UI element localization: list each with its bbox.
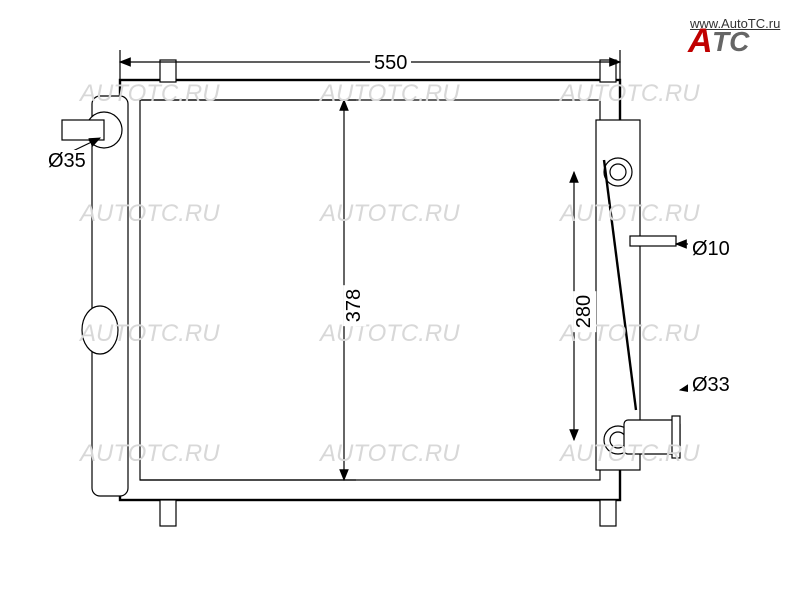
dimension-height-inner: 280	[573, 291, 596, 332]
dimension-dia-left: Ø35	[44, 150, 90, 173]
logo-letter-a: A	[688, 22, 713, 61]
dimension-height-main: 378	[343, 285, 366, 326]
dimension-width: 550	[370, 52, 411, 75]
logo-letter-tc: TC	[712, 26, 749, 58]
dimension-dia-right-top: Ø10	[688, 238, 734, 261]
technical-drawing	[0, 0, 800, 600]
dimension-dia-right-bot: Ø33	[688, 374, 734, 397]
